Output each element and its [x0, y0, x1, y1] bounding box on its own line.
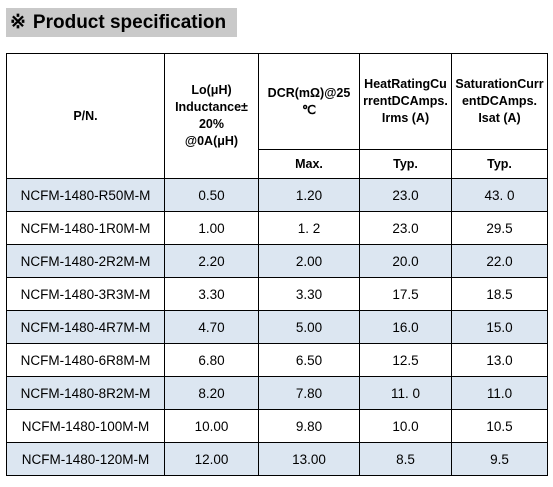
cell-inductance: 10.00: [164, 409, 259, 443]
cell-irms: 20.0: [359, 244, 452, 278]
header-dcr-sub: Max.: [258, 149, 360, 179]
cell-isat: 15.0: [451, 310, 548, 344]
cell-dcr: 1.20: [258, 178, 360, 212]
header-inductance: Lo(μH) Inductance± 20% @0A(μH): [164, 53, 259, 179]
table-row: NCFM-1480-120M-M 12.00 13.00 8.5 9.5: [6, 442, 548, 476]
table-row: NCFM-1480-100M-M 10.00 9.80 10.0 10.5: [6, 409, 548, 443]
table-row: NCFM-1480-R50M-M 0.50 1.20 23.0 43. 0: [6, 178, 548, 212]
cell-pn: NCFM-1480-2R2M-M: [6, 244, 165, 278]
table-row: NCFM-1480-4R7M-M 4.70 5.00 16.0 15.0: [6, 310, 548, 344]
table-row: NCFM-1480-6R8M-M 6.80 6.50 12.5 13.0: [6, 343, 548, 377]
cell-inductance: 1.00: [164, 211, 259, 245]
cell-pn: NCFM-1480-8R2M-M: [6, 376, 165, 410]
cell-inductance: 6.80: [164, 343, 259, 377]
cell-irms: 16.0: [359, 310, 452, 344]
cell-dcr: 9.80: [258, 409, 360, 443]
spec-table: P/N. Lo(μH) Inductance± 20% @0A(μH) DCR(…: [6, 53, 548, 476]
table-row: NCFM-1480-2R2M-M 2.20 2.00 20.0 22.0: [6, 244, 548, 278]
cell-isat: 43. 0: [451, 178, 548, 212]
cell-dcr: 13.00: [258, 442, 360, 476]
cell-inductance: 2.20: [164, 244, 259, 278]
cell-dcr: 5.00: [258, 310, 360, 344]
cell-irms: 23.0: [359, 178, 452, 212]
cell-pn: NCFM-1480-4R7M-M: [6, 310, 165, 344]
header-saturation-current: SaturationCurrentDCAmps. Isat (A): [451, 53, 548, 150]
header-pn: P/N.: [6, 53, 165, 179]
table-row: NCFM-1480-8R2M-M 8.20 7.80 11. 0 11.0: [6, 376, 548, 410]
cell-pn: NCFM-1480-3R3M-M: [6, 277, 165, 311]
cell-inductance: 8.20: [164, 376, 259, 410]
header-sat-sub: Typ.: [451, 149, 548, 179]
cell-pn: NCFM-1480-6R8M-M: [6, 343, 165, 377]
cell-inductance: 12.00: [164, 442, 259, 476]
cell-isat: 13.0: [451, 343, 548, 377]
cell-inductance: 4.70: [164, 310, 259, 344]
section-heading: ※ Product specification: [6, 8, 237, 37]
cell-pn: NCFM-1480-120M-M: [6, 442, 165, 476]
cell-dcr: 2.00: [258, 244, 360, 278]
cell-isat: 22.0: [451, 244, 548, 278]
cell-pn: NCFM-1480-100M-M: [6, 409, 165, 443]
header-heat-rating-current: HeatRatingCurrentDCAmps. Irms (A): [359, 53, 452, 150]
cell-dcr: 3.30: [258, 277, 360, 311]
cell-isat: 11.0: [451, 376, 548, 410]
section-title: Product specification: [32, 11, 227, 33]
cell-dcr: 6.50: [258, 343, 360, 377]
table-row: NCFM-1480-3R3M-M 3.30 3.30 17.5 18.5: [6, 277, 548, 311]
table-row: NCFM-1480-1R0M-M 1.00 1. 2 23.0 29.5: [6, 211, 548, 245]
cell-isat: 9.5: [451, 442, 548, 476]
cell-irms: 23.0: [359, 211, 452, 245]
cell-irms: 17.5: [359, 277, 452, 311]
cell-dcr: 7.80: [258, 376, 360, 410]
cell-isat: 10.5: [451, 409, 548, 443]
reference-mark-icon: ※: [10, 12, 26, 33]
cell-pn: NCFM-1480-R50M-M: [6, 178, 165, 212]
cell-inductance: 3.30: [164, 277, 259, 311]
cell-pn: NCFM-1480-1R0M-M: [6, 211, 165, 245]
cell-isat: 18.5: [451, 277, 548, 311]
cell-irms: 12.5: [359, 343, 452, 377]
cell-irms: 10.0: [359, 409, 452, 443]
cell-irms: 11. 0: [359, 376, 452, 410]
cell-irms: 8.5: [359, 442, 452, 476]
cell-isat: 29.5: [451, 211, 548, 245]
cell-dcr: 1. 2: [258, 211, 360, 245]
cell-inductance: 0.50: [164, 178, 259, 212]
header-heat-sub: Typ.: [359, 149, 452, 179]
header-dcr: DCR(mΩ)@25 ℃: [258, 53, 360, 150]
